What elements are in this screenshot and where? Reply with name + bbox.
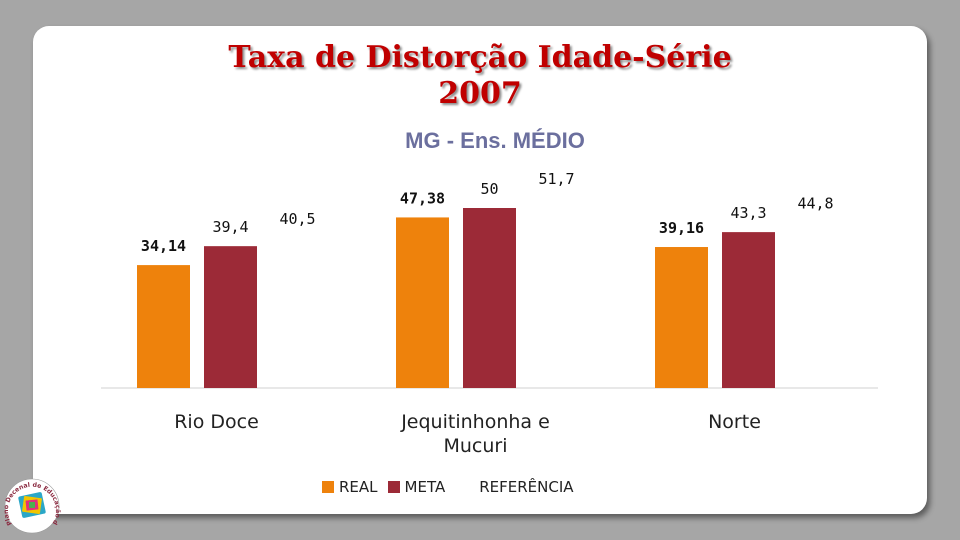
data-label-real-rio-doce: 34,14	[141, 237, 186, 255]
data-label-meta-norte: 43,3	[730, 204, 766, 222]
legend-swatch-meta	[387, 481, 400, 493]
category-label-jequitinhonha-e-mucuri-line2: Mucuri	[443, 435, 507, 457]
chart-subtitle: MG - Ens. MÉDIO	[405, 128, 585, 153]
bar-real-jequitinhonha-e-mucuri	[396, 217, 449, 388]
data-label-meta-jequitinhonha-e-mucuri: 50	[480, 180, 498, 198]
legend-item-real: REAL	[322, 478, 378, 496]
bar-meta-rio-doce	[204, 246, 257, 388]
legend-label-real: REAL	[339, 478, 378, 496]
data-label-real-norte: 39,16	[659, 219, 704, 237]
bar-real-rio-doce	[137, 265, 190, 388]
chart-title: Taxa de Distorção Idade-Série	[228, 40, 732, 75]
chart-legend: REAL META REFERÊNCIA	[322, 477, 584, 497]
data-label-real-jequitinhonha-e-mucuri: 47,38	[400, 189, 445, 207]
legend-item-meta: META	[387, 478, 446, 496]
bar-meta-norte	[722, 232, 775, 388]
category-label-rio-doce: Rio Doce	[174, 411, 259, 433]
chart-title-year: 2007	[438, 76, 522, 111]
legend-label-meta: META	[404, 478, 446, 496]
legend-swatch-real	[322, 481, 334, 493]
data-label-referencia-norte: 44,8	[797, 195, 833, 213]
legend-label-referencia: REFERÊNCIA	[479, 478, 574, 496]
plano-decenal-logo: Plano Decenal de Educação de Minas Gerai…	[2, 474, 61, 534]
data-label-referencia-jequitinhonha-e-mucuri: 51,7	[538, 170, 574, 188]
category-label-norte: Norte	[708, 411, 761, 433]
bar-real-norte	[655, 247, 708, 388]
data-label-meta-rio-doce: 39,4	[212, 218, 248, 236]
bar-meta-jequitinhonha-e-mucuri	[463, 208, 516, 388]
category-label-jequitinhonha-e-mucuri-line1: Jequitinhonha e	[400, 411, 550, 433]
data-label-referencia-rio-doce: 40,5	[279, 210, 315, 228]
legend-item-referencia: REFERÊNCIA	[479, 478, 573, 496]
